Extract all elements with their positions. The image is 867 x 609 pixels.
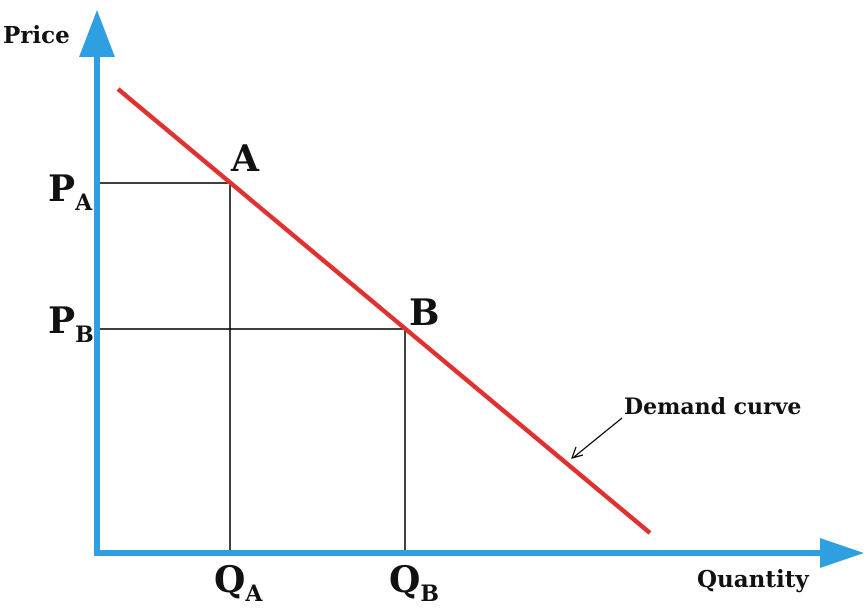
price-a-label: PA xyxy=(48,168,93,216)
y-axis-arrowhead xyxy=(79,10,115,57)
x-axis-arrowhead xyxy=(820,538,864,568)
annotation-arrow-line xyxy=(573,417,623,458)
demand-curve xyxy=(116,87,652,535)
x-axis-label: Quantity xyxy=(697,566,809,593)
y-axis-label: Price xyxy=(3,22,70,49)
price-b-label: PB xyxy=(48,300,94,348)
point-b-label: B xyxy=(409,292,439,334)
annotation-arrowhead xyxy=(571,446,584,459)
demand-curve-label: Demand curve xyxy=(624,394,801,420)
quantity-a-label: QA xyxy=(214,559,263,607)
point-a-label: A xyxy=(230,138,260,180)
quantity-b-label: QB xyxy=(389,559,439,607)
